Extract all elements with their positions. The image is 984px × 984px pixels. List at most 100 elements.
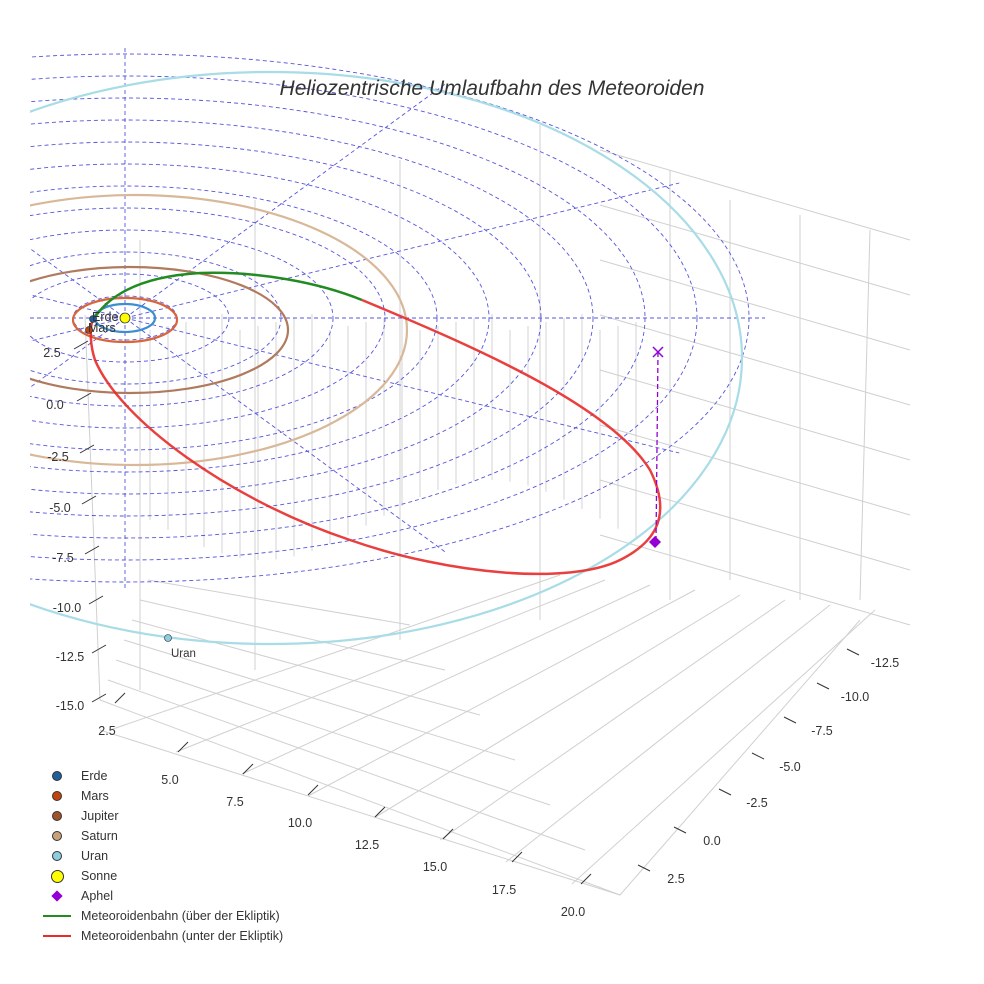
x-tick-label: 20.0 (561, 905, 585, 919)
x-tick-mark (580, 873, 592, 885)
legend-item: Sonne (40, 866, 283, 886)
grid-line (241, 584, 651, 775)
y-tick-label: 2.5 (667, 872, 684, 886)
z-tick-mark (81, 495, 97, 505)
ecliptic-grid (30, 48, 765, 588)
ecliptic-radial (30, 248, 126, 319)
grid-line (599, 369, 911, 461)
axis-ticks: 2.5 0.0 -2.5 -5.0 -7.5 -10.0 -12.5 -15.0 2.5 5.0 7… (43, 340, 899, 919)
legend-item: Aphel (40, 886, 283, 906)
x-tick-label: 7.5 (226, 795, 243, 809)
legend-item: Uran (40, 846, 283, 866)
z-tick-mark (91, 644, 107, 654)
dot-icon (40, 831, 74, 841)
mars-marker (85, 326, 93, 334)
y-tick-mark (846, 648, 860, 656)
dot-icon (40, 811, 74, 821)
z-tick-label: -10.0 (53, 601, 82, 615)
y-tick-mark (637, 864, 651, 872)
x-tick-mark (307, 784, 319, 796)
grid-line (107, 679, 586, 851)
z-tick-mark (76, 392, 92, 402)
sun-marker (119, 312, 131, 324)
meteoroid-orbit-above (90, 271, 363, 323)
ecliptic-radial (124, 317, 446, 553)
chart-title: Heliozentrische Umlaufbahn des Meteoroid… (280, 77, 705, 100)
legend-label: Meteoroidenbahn (über der Ekliptik) (81, 909, 280, 923)
x-tick-mark (511, 851, 523, 863)
x-tick-mark (442, 828, 454, 840)
grid-line (571, 609, 876, 885)
z-tick-label: -12.5 (56, 650, 85, 664)
y-tick-label: -7.5 (811, 724, 833, 738)
x-tick-label: 17.5 (492, 883, 516, 897)
grid-line (307, 589, 696, 797)
x-tick-mark (242, 763, 254, 775)
ecliptic-circle (30, 229, 334, 407)
grid-line (599, 534, 911, 626)
orbit-jupiter (30, 265, 290, 395)
x-tick-label: 2.5 (98, 724, 115, 738)
x-tick-mark (374, 806, 386, 818)
y-tick-mark (816, 682, 830, 690)
grid-line (599, 479, 911, 571)
legend-label: Erde (81, 769, 108, 783)
y-tick-label: 0.0 (703, 834, 720, 848)
grid-line (175, 579, 606, 753)
aphel-projection-marker (652, 346, 664, 358)
orbit-uran (30, 70, 743, 646)
meteoroid-orbit-below (89, 298, 662, 576)
grid-line (99, 699, 621, 896)
x-tick-label: 12.5 (355, 838, 379, 852)
z-tick-mark (84, 545, 100, 555)
grid-line (84, 314, 101, 701)
legend-label: Sonne (81, 869, 118, 883)
uranus-label: Uran (171, 648, 196, 660)
grid-line (373, 594, 741, 819)
grid-line (115, 659, 551, 806)
ecliptic-radial (30, 317, 126, 388)
z-tick-label: -5.0 (49, 501, 71, 515)
x-tick-mark (177, 741, 189, 753)
grid-line (599, 314, 911, 406)
z-tick-mark (88, 595, 104, 605)
aphel-marker (649, 536, 661, 548)
legend-item: Meteoroidenbahn (über der Ekliptik) (40, 906, 283, 926)
grid-line (599, 149, 911, 241)
orbit-saturn (30, 193, 409, 467)
z-tick-label: -7.5 (52, 551, 74, 565)
grid-line (109, 574, 561, 731)
orbit-mars (71, 296, 179, 344)
ecliptic-circle (30, 207, 386, 429)
legend-item: Mars (40, 786, 283, 806)
diamond-icon (40, 890, 74, 902)
legend-label: Saturn (81, 829, 118, 843)
grid-line (147, 579, 411, 626)
legend-label: Meteoroidenbahn (unter der Ekliptik) (81, 929, 284, 943)
legend-item: Meteoroidenbahn (unter der Ekliptik) (40, 926, 283, 946)
y-tick-label: -2.5 (746, 796, 768, 810)
x-tick-label: 5.0 (161, 773, 178, 787)
z-tick-label: 2.5 (43, 346, 60, 360)
ecliptic-radial (124, 83, 446, 319)
grid-line (123, 639, 516, 761)
legend-item: Jupiter (40, 806, 283, 826)
z-tick-label: 0.0 (46, 398, 63, 412)
grid-line (859, 229, 871, 601)
grid-line (599, 204, 911, 296)
y-tick-mark (718, 788, 732, 796)
z-tick-label: -15.0 (56, 699, 85, 713)
x-tick-mark (114, 692, 126, 704)
line-swatch-icon (40, 934, 74, 938)
earth-marker (89, 315, 97, 323)
dot-icon (40, 791, 74, 801)
legend: Erde Mars Jupiter Saturn Uran Sonne Aphel Meteo… (40, 766, 283, 946)
dot-icon (40, 869, 74, 883)
z-tick-mark (91, 693, 107, 703)
line-swatch-icon (40, 914, 74, 918)
y-tick-mark (783, 716, 797, 724)
earth-label: Erde (92, 310, 118, 324)
dot-icon (40, 851, 74, 861)
y-tick-mark (751, 752, 765, 760)
